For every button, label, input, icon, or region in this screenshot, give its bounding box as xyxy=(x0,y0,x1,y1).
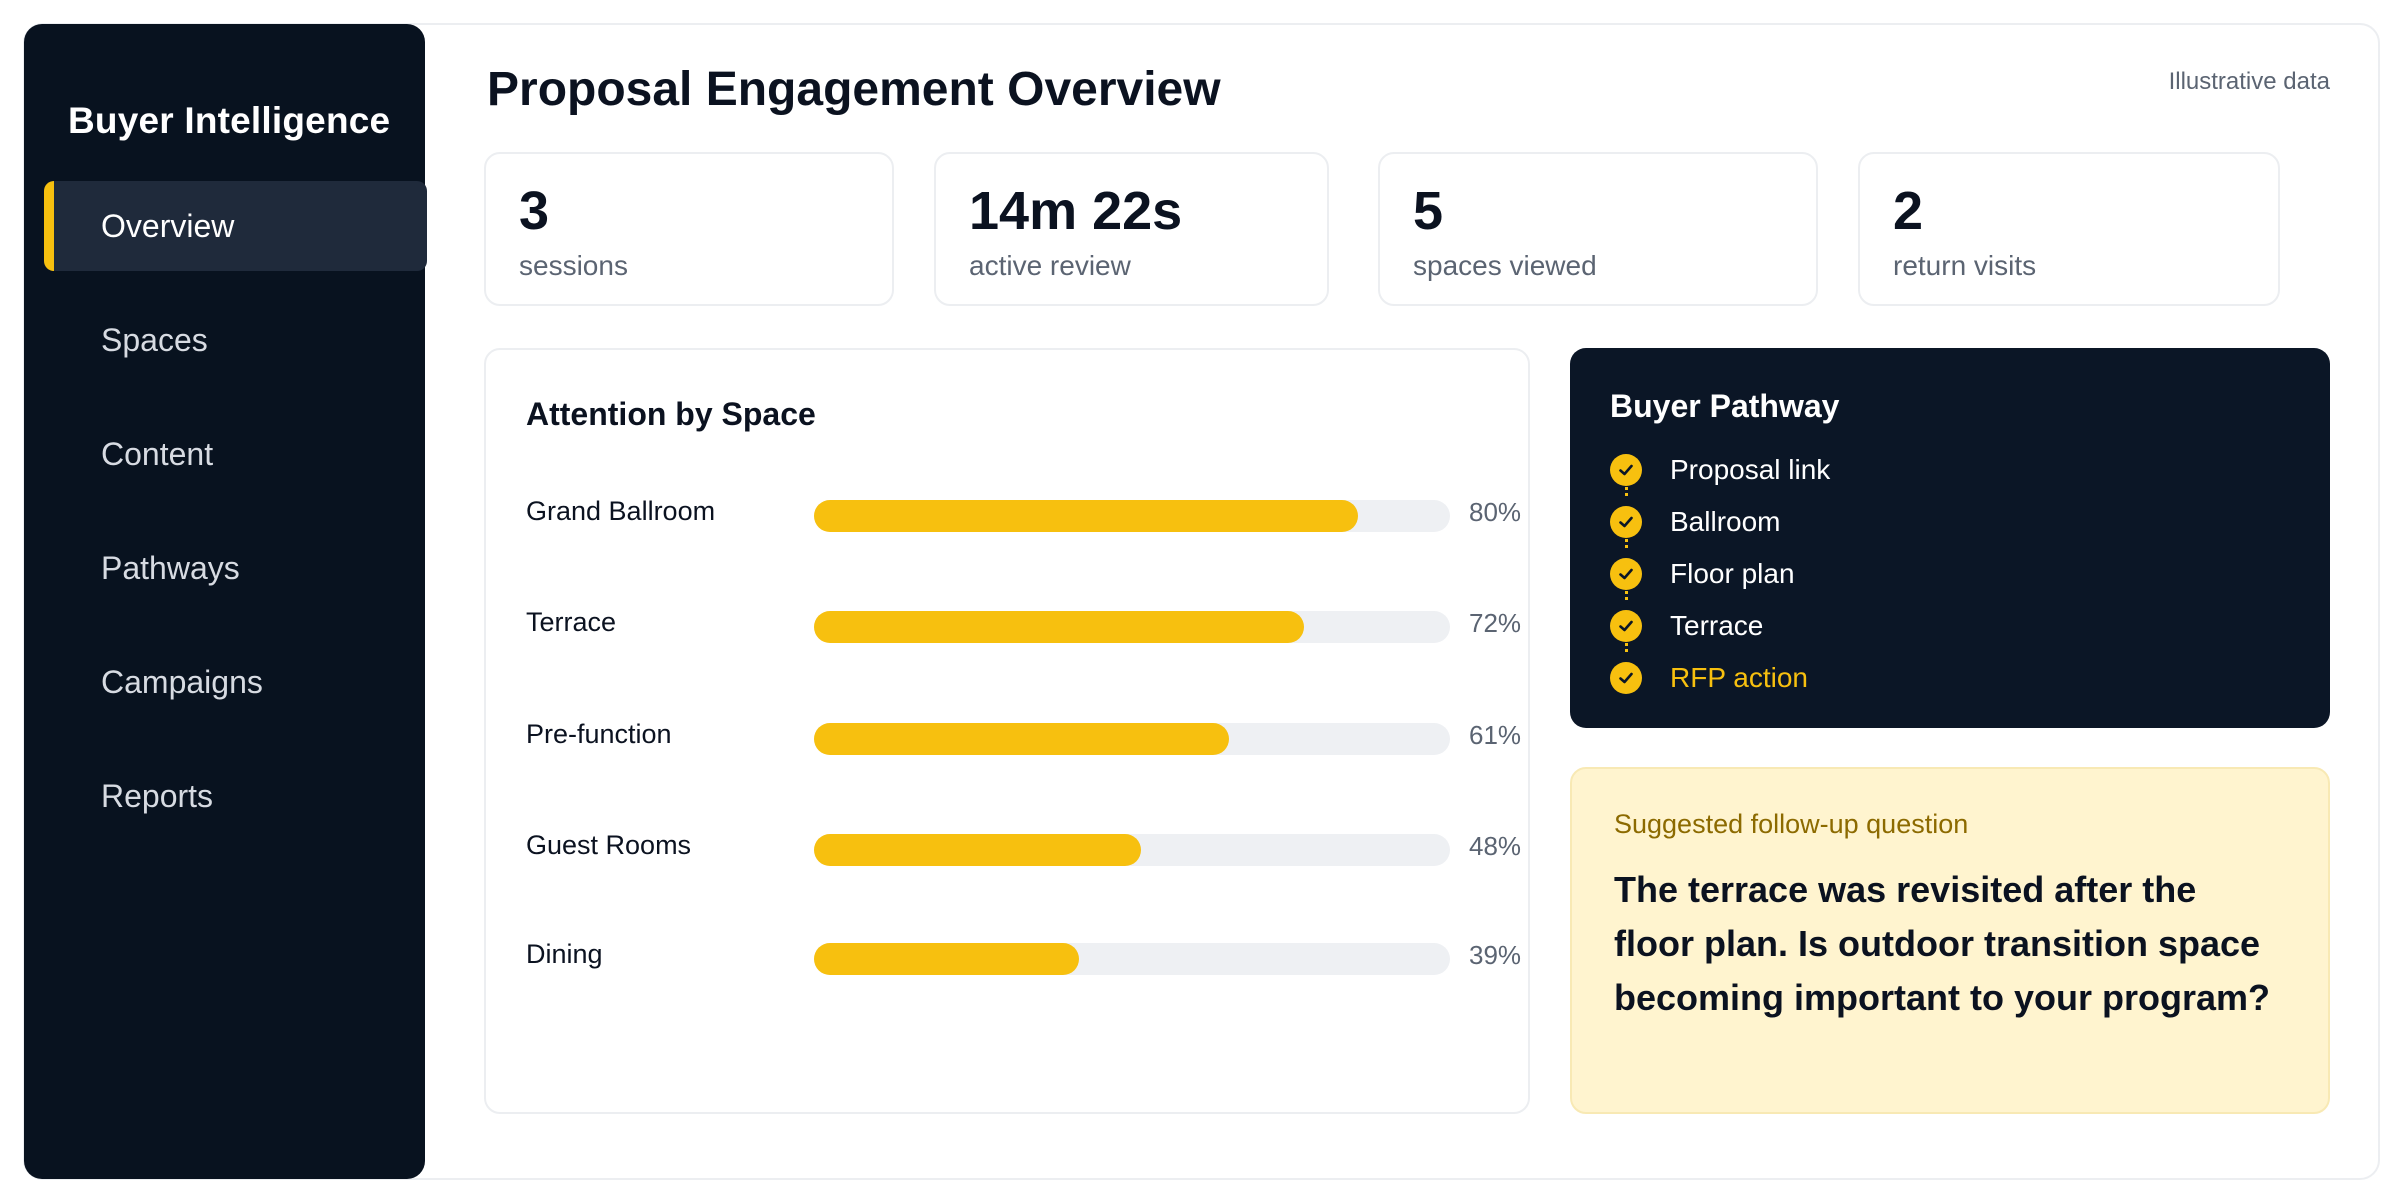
bar-row: Grand Ballroom 80% xyxy=(526,494,1521,534)
pathway-step: Floor plan xyxy=(1610,554,1795,594)
check-icon xyxy=(1610,506,1642,538)
bar-track xyxy=(814,500,1450,532)
bar-row: Dining 39% xyxy=(526,937,1521,977)
illustrative-note: Illustrative data xyxy=(2168,68,2330,95)
bar-percent: 72% xyxy=(1469,608,1522,638)
bar-name: Dining xyxy=(526,939,603,969)
bar-track xyxy=(814,834,1450,866)
bar-row: Guest Rooms 48% xyxy=(526,828,1521,868)
bar-fill xyxy=(814,500,1359,532)
bar-row: Terrace 72% xyxy=(526,605,1521,645)
pathway-connector xyxy=(1625,580,1628,600)
brand-title: Buyer Intelligence xyxy=(68,100,391,141)
sidebar-nav: Overview Spaces Content Pathways Campaig… xyxy=(44,181,427,865)
kpi-label: active review xyxy=(969,250,1131,281)
sidebar-item-spaces[interactable]: Spaces xyxy=(101,321,208,358)
check-icon xyxy=(1610,558,1642,590)
kpi-value: 14m 22s xyxy=(969,181,1183,241)
bar-row: Pre-function 61% xyxy=(526,717,1521,757)
kpi-card-active-review: 14m 22s active review xyxy=(934,152,1329,306)
bar-track xyxy=(814,723,1450,755)
sidebar-item-overview[interactable]: Overview xyxy=(44,181,427,271)
bar-percent: 80% xyxy=(1469,497,1522,527)
pathway-step-label: Floor plan xyxy=(1670,558,1795,589)
pathway-step-label: RFP action xyxy=(1670,662,1808,693)
bar-name: Grand Ballroom xyxy=(526,496,716,526)
bar-track xyxy=(814,611,1450,643)
pathway-connector xyxy=(1625,476,1628,496)
kpi-value: 2 xyxy=(1893,181,1924,241)
bar-percent: 61% xyxy=(1469,720,1522,750)
pathway-step-label: Ballroom xyxy=(1670,506,1781,537)
bar-percent: 39% xyxy=(1469,940,1522,970)
pathway-step-label: Proposal link xyxy=(1670,454,1831,485)
page-title: Proposal Engagement Overview xyxy=(487,63,1221,116)
pathway-step: Ballroom xyxy=(1610,502,1780,542)
bar-fill xyxy=(814,723,1230,755)
sidebar: Buyer Intelligence Overview Spaces Conte… xyxy=(24,24,427,1179)
kpi-label: sessions xyxy=(519,250,628,281)
attention-card: Attention by Space Grand Ballroom 80% Te… xyxy=(484,348,1530,1114)
pathway-connector xyxy=(1625,528,1628,548)
check-icon xyxy=(1610,662,1642,694)
kpi-value: 3 xyxy=(519,181,550,241)
kpi-label: spaces viewed xyxy=(1413,250,1597,281)
check-icon xyxy=(1610,454,1642,486)
kpi-card-return-visits: 2 return visits xyxy=(1858,152,2280,306)
sidebar-item-pathways[interactable]: Pathways xyxy=(101,549,240,586)
bar-name: Guest Rooms xyxy=(526,830,692,860)
pathway-connector xyxy=(1625,632,1628,652)
bar-track xyxy=(814,943,1450,975)
check-icon xyxy=(1610,610,1642,642)
suggestion-label: Suggested follow-up question xyxy=(1614,809,1969,839)
pathway-step: Proposal link xyxy=(1610,450,1830,490)
kpi-value: 5 xyxy=(1413,181,1444,241)
pathway-card: Buyer Pathway Proposal link Ballroom Flo… xyxy=(1570,348,2330,728)
sidebar-item-reports[interactable]: Reports xyxy=(101,777,214,814)
sidebar-item-campaigns[interactable]: Campaigns xyxy=(101,663,263,700)
pathway-title: Buyer Pathway xyxy=(1610,388,1840,424)
kpi-card-spaces-viewed: 5 spaces viewed xyxy=(1378,152,1818,306)
bar-fill xyxy=(814,943,1080,975)
attention-title: Attention by Space xyxy=(526,396,816,432)
suggestion-card: Suggested follow-up question The terrace… xyxy=(1570,767,2330,1114)
bar-fill xyxy=(814,834,1141,866)
pathway-step-label: Terrace xyxy=(1670,610,1764,641)
bar-fill xyxy=(814,611,1304,643)
kpi-card-sessions: 3 sessions xyxy=(484,152,894,306)
sidebar-item-content[interactable]: Content xyxy=(101,435,214,472)
pathway-step: RFP action xyxy=(1610,658,1808,698)
bar-percent: 48% xyxy=(1469,831,1522,861)
bar-name: Pre-function xyxy=(526,719,672,749)
kpi-label: return visits xyxy=(1893,250,2037,281)
bar-name: Terrace xyxy=(526,607,617,637)
pathway-step: Terrace xyxy=(1610,606,1763,646)
suggestion-text: The terrace was revisited after the floo… xyxy=(1614,869,2271,1018)
